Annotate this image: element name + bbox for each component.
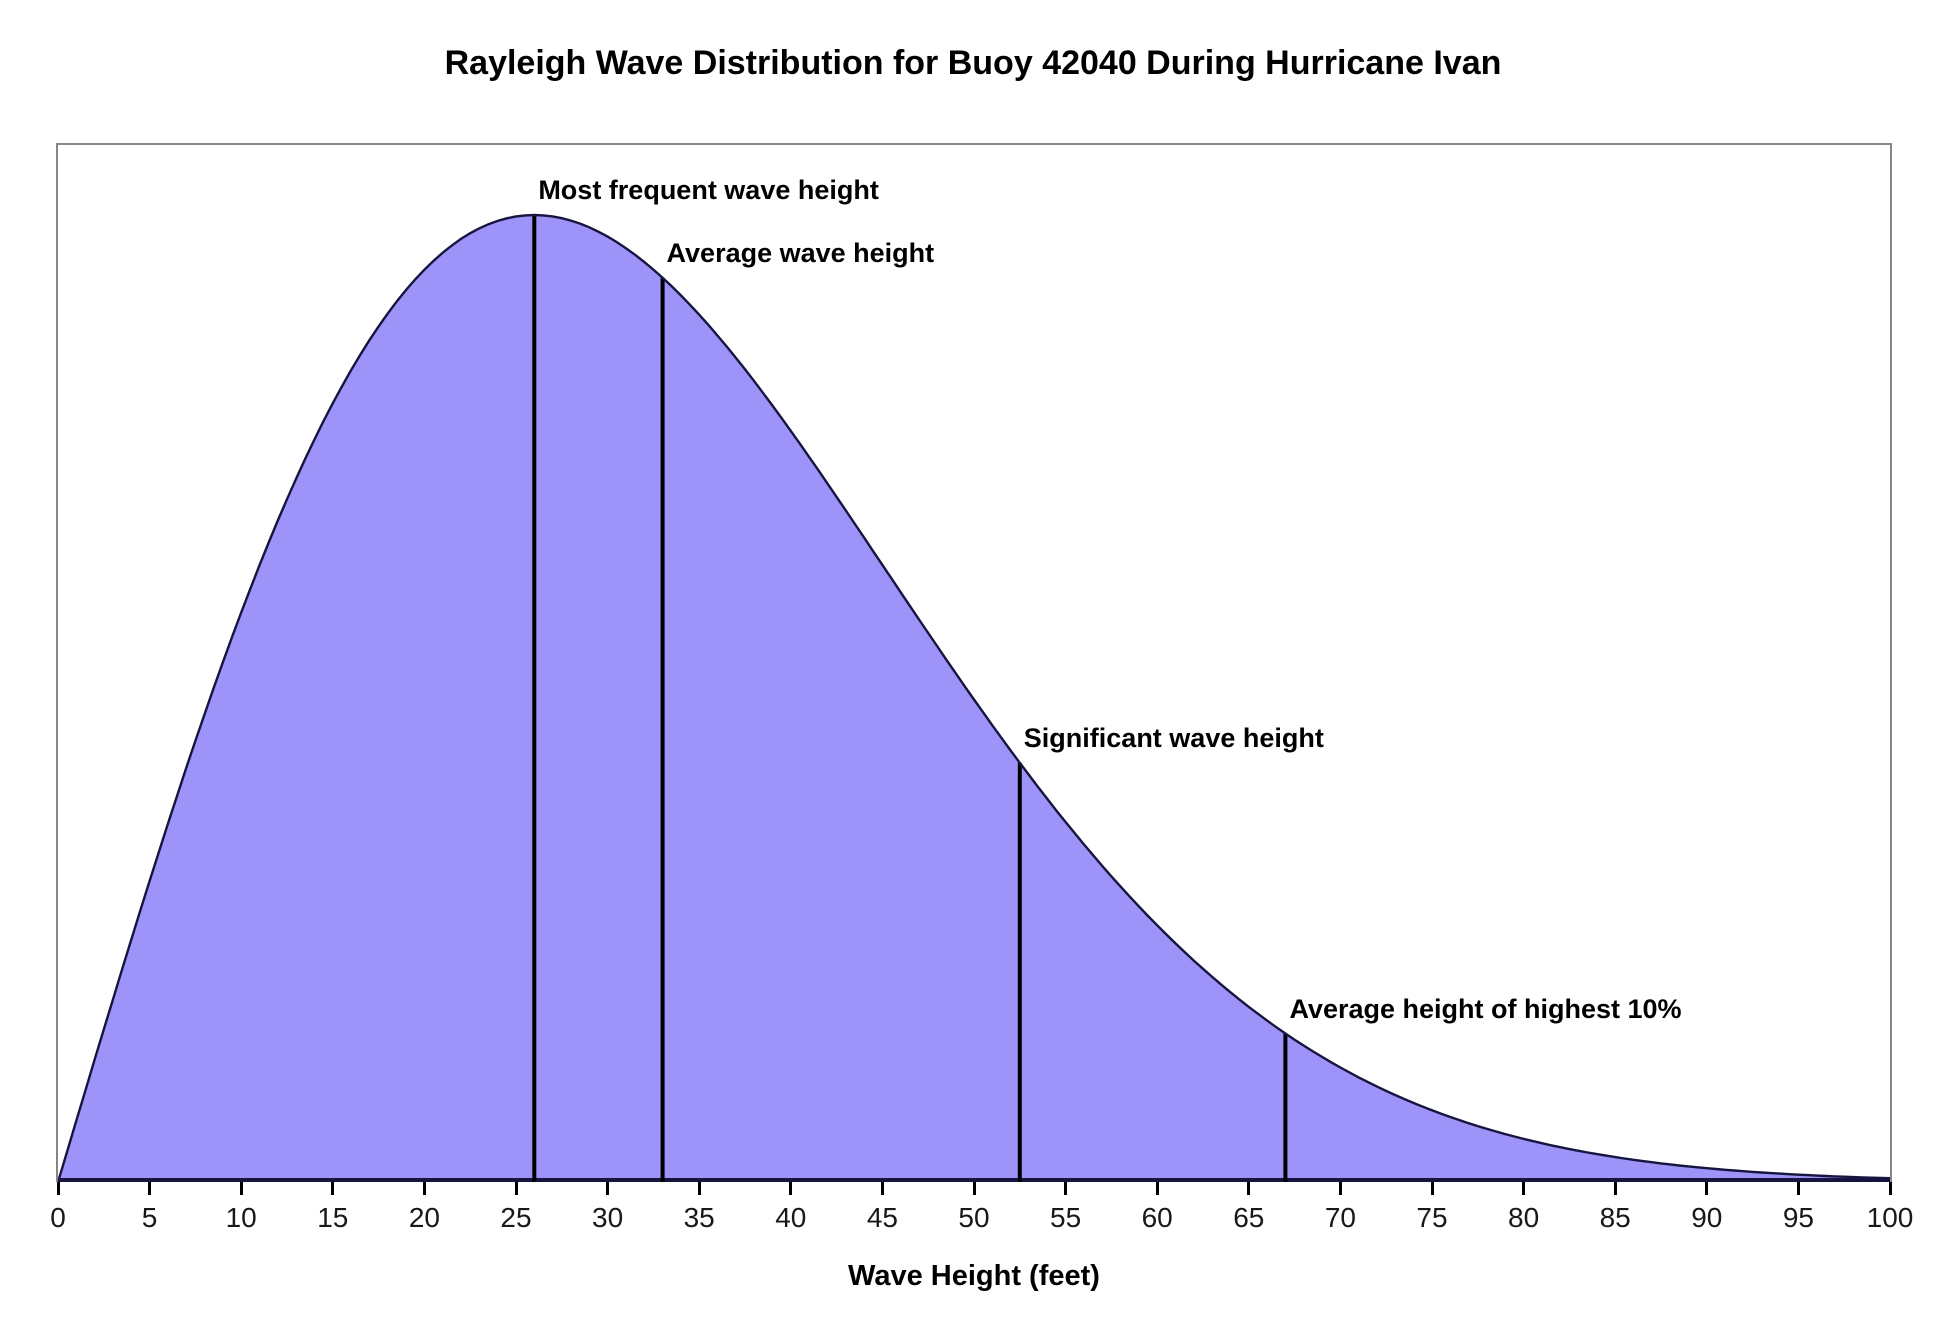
x-tick-label: 30 <box>592 1202 623 1234</box>
x-tick-mark <box>57 1182 60 1195</box>
x-tick-mark <box>240 1182 243 1195</box>
x-tick-label: 40 <box>775 1202 806 1234</box>
x-tick-mark <box>1705 1182 1708 1195</box>
marker-label-average-wave-height: Average wave height <box>667 238 935 268</box>
x-tick-label: 100 <box>1867 1202 1914 1234</box>
x-tick-mark <box>1614 1182 1617 1195</box>
x-tick-label: 50 <box>958 1202 989 1234</box>
x-tick-mark <box>148 1182 151 1195</box>
x-tick-label: 90 <box>1691 1202 1722 1234</box>
marker-line-average-wave-height <box>661 278 665 1182</box>
x-tick-mark <box>1247 1182 1250 1195</box>
rayleigh-distribution-curve <box>58 145 1890 1182</box>
x-tick-mark <box>1889 1182 1892 1195</box>
marker-line-average-height-of-highest-10pct <box>1283 1034 1287 1183</box>
x-tick-label: 35 <box>684 1202 715 1234</box>
chart-canvas: Rayleigh Wave Distribution for Buoy 4204… <box>0 0 1946 1332</box>
x-tick-label: 80 <box>1508 1202 1539 1234</box>
x-tick-label: 5 <box>142 1202 158 1234</box>
x-tick-mark <box>1064 1182 1067 1195</box>
marker-line-significant-wave-height <box>1018 763 1022 1182</box>
x-tick-mark <box>1431 1182 1434 1195</box>
x-tick-label: 20 <box>409 1202 440 1234</box>
x-tick-label: 95 <box>1783 1202 1814 1234</box>
x-tick-mark <box>515 1182 518 1195</box>
x-tick-label: 65 <box>1233 1202 1264 1234</box>
x-tick-mark <box>1339 1182 1342 1195</box>
x-tick-mark <box>1797 1182 1800 1195</box>
x-tick-label: 60 <box>1142 1202 1173 1234</box>
x-tick-label: 45 <box>867 1202 898 1234</box>
x-tick-label: 70 <box>1325 1202 1356 1234</box>
x-tick-mark <box>973 1182 976 1195</box>
x-tick-mark <box>1522 1182 1525 1195</box>
x-tick-label: 25 <box>500 1202 531 1234</box>
x-tick-mark <box>698 1182 701 1195</box>
x-axis-title: Wave Height (feet) <box>56 1260 1892 1293</box>
x-tick-label: 55 <box>1050 1202 1081 1234</box>
marker-label-significant-wave-height: Significant wave height <box>1024 723 1324 753</box>
marker-label-average-height-of-highest-10pct: Average height of highest 10% <box>1289 994 1681 1024</box>
marker-label-most-frequent-wave-height: Most frequent wave height <box>538 175 879 205</box>
x-tick-mark <box>789 1182 792 1195</box>
x-tick-label: 15 <box>317 1202 348 1234</box>
x-tick-mark <box>423 1182 426 1195</box>
x-tick-mark <box>881 1182 884 1195</box>
x-tick-mark <box>606 1182 609 1195</box>
chart-title: Rayleigh Wave Distribution for Buoy 4204… <box>0 44 1946 83</box>
x-tick-label: 75 <box>1416 1202 1447 1234</box>
x-tick-label: 85 <box>1600 1202 1631 1234</box>
plot-area <box>56 143 1892 1182</box>
marker-line-most-frequent-wave-height <box>532 215 536 1182</box>
x-tick-mark <box>1156 1182 1159 1195</box>
x-tick-label: 10 <box>226 1202 257 1234</box>
x-tick-mark <box>331 1182 334 1195</box>
x-tick-label: 0 <box>50 1202 66 1234</box>
